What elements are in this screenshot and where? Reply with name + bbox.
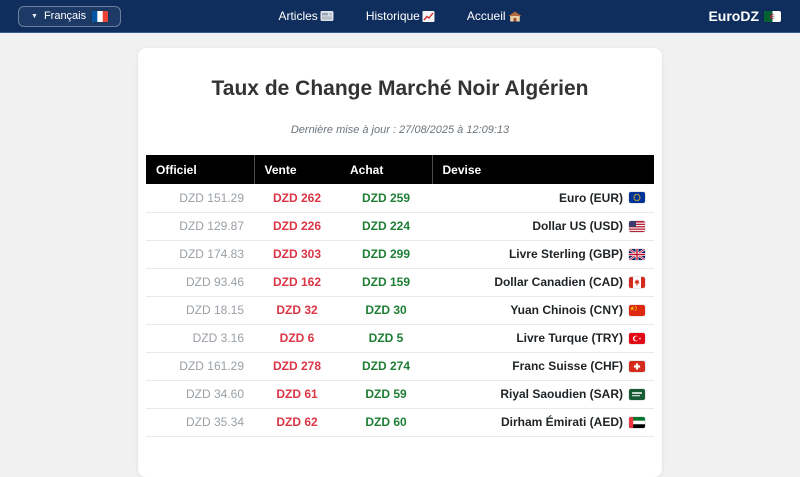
official-rate: DZD 34.60 xyxy=(146,380,254,409)
official-rate: DZD 18.15 xyxy=(146,296,254,325)
flag-try-icon xyxy=(629,332,645,344)
official-rate: DZD 93.46 xyxy=(146,268,254,297)
currency-name: Yuan Chinois (CNY) xyxy=(510,303,623,317)
buy-rate: DZD 60 xyxy=(340,408,432,437)
header-achat: Achat xyxy=(340,155,432,184)
flag-eur-icon xyxy=(629,192,645,204)
buy-rate: DZD 5 xyxy=(340,324,432,353)
official-rate: DZD 174.83 xyxy=(146,240,254,269)
nav-link-articles[interactable]: Articles xyxy=(278,9,334,23)
last-update-text: Dernière mise à jour : 27/08/2025 à 12:0… xyxy=(290,124,510,136)
table-row: DZD 174.83 DZD 303 DZD 299 Livre Sterlin… xyxy=(146,240,654,269)
brand-label: EuroDZ xyxy=(708,8,759,24)
buy-rate: DZD 259 xyxy=(340,184,432,213)
flag-fr-icon xyxy=(92,10,109,22)
table-row: DZD 161.29 DZD 278 DZD 274 Franc Suisse … xyxy=(146,352,654,381)
language-label: Français xyxy=(43,9,87,22)
sell-rate: DZD 303 xyxy=(254,240,340,269)
sell-rate: DZD 62 xyxy=(254,408,340,437)
exchange-rates-table: Officiel Vente Achat Devise DZD 151.29 D… xyxy=(146,155,654,437)
sell-rate: DZD 61 xyxy=(254,380,340,409)
flag-dz-icon xyxy=(764,10,781,22)
buy-rate: DZD 30 xyxy=(340,296,432,325)
brand-logo[interactable]: EuroDZ xyxy=(708,8,781,24)
sell-rate: DZD 6 xyxy=(254,324,340,353)
nav-link-accueil[interactable]: Accueil xyxy=(467,9,522,23)
header-devise: Devise xyxy=(431,155,654,184)
rates-card: Taux de Change Marché Noir Algérien Dern… xyxy=(138,48,662,477)
currency-name: Livre Sterling (GBP) xyxy=(508,247,623,261)
nav-link-label: Articles xyxy=(278,9,318,23)
currency-name: Euro (EUR) xyxy=(559,190,623,205)
sell-rate: DZD 226 xyxy=(254,212,340,241)
official-rate: DZD 129.87 xyxy=(146,212,254,241)
top-navbar: ▼ Français Articles Historique xyxy=(0,0,800,33)
nav-link-label: Historique xyxy=(365,9,420,23)
buy-rate: DZD 224 xyxy=(340,212,432,241)
page-title: Taux de Change Marché Noir Algérien xyxy=(211,77,589,100)
flag-gbp-icon xyxy=(629,248,645,260)
currency-name: Dirham Émirati (AED) xyxy=(500,415,623,429)
official-rate: DZD 151.29 xyxy=(146,184,254,213)
flag-aed-icon xyxy=(629,416,645,428)
flag-usd-icon xyxy=(629,220,645,232)
buy-rate: DZD 159 xyxy=(340,268,432,297)
nav-link-historique[interactable]: Historique xyxy=(366,9,435,23)
chart-up-icon xyxy=(422,10,435,22)
table-row: DZD 35.34 DZD 62 DZD 60 Dirham Émirati (… xyxy=(146,408,654,437)
sell-rate: DZD 262 xyxy=(254,184,340,213)
table-row: DZD 3.16 DZD 6 DZD 5 Livre Turque (TRY) xyxy=(146,324,654,353)
currency-name: Dollar US (USD) xyxy=(532,219,623,233)
table-row: DZD 34.60 DZD 61 DZD 59 Riyal Saoudien (… xyxy=(146,380,654,409)
flag-sar-icon xyxy=(629,388,645,400)
buy-rate: DZD 299 xyxy=(340,240,432,269)
official-rate: DZD 161.29 xyxy=(146,352,254,381)
language-selector-button[interactable]: ▼ Français xyxy=(18,5,122,27)
currency-name: Franc Suisse (CHF) xyxy=(512,359,623,373)
table-row: DZD 93.46 DZD 162 DZD 159 Dollar Canadie… xyxy=(146,268,654,297)
buy-rate: DZD 274 xyxy=(340,352,432,381)
table-row: DZD 18.15 DZD 32 DZD 30 Yuan Chinois (CN… xyxy=(146,296,654,325)
official-rate: DZD 3.16 xyxy=(146,324,254,353)
official-rate: DZD 35.34 xyxy=(146,408,254,437)
flag-cad-icon xyxy=(629,276,645,288)
currency-name: Livre Turque (TRY) xyxy=(516,331,623,345)
header-vente: Vente xyxy=(253,155,340,184)
nav-link-label: Accueil xyxy=(466,9,506,23)
sell-rate: DZD 32 xyxy=(254,296,340,325)
header-officiel: Officiel xyxy=(146,155,254,184)
chevron-down-icon: ▼ xyxy=(31,12,38,20)
buy-rate: DZD 59 xyxy=(340,380,432,409)
sell-rate: DZD 162 xyxy=(254,268,340,297)
table-row: DZD 129.87 DZD 226 DZD 224 Dollar US (US… xyxy=(146,212,654,241)
sell-rate: DZD 278 xyxy=(254,352,340,381)
navbar-links: Articles Historique Accueil xyxy=(278,0,522,32)
table-row: DZD 151.29 DZD 262 DZD 259 Euro (EUR) xyxy=(146,184,654,213)
newspaper-icon xyxy=(320,11,334,21)
house-icon xyxy=(508,11,522,21)
flag-cny-icon xyxy=(629,304,645,316)
table-header-row: Officiel Vente Achat Devise xyxy=(146,155,654,184)
currency-name: Dollar Canadien (CAD) xyxy=(494,275,623,289)
currency-name: Riyal Saoudien (SAR) xyxy=(500,387,623,401)
flag-chf-icon xyxy=(629,360,645,372)
